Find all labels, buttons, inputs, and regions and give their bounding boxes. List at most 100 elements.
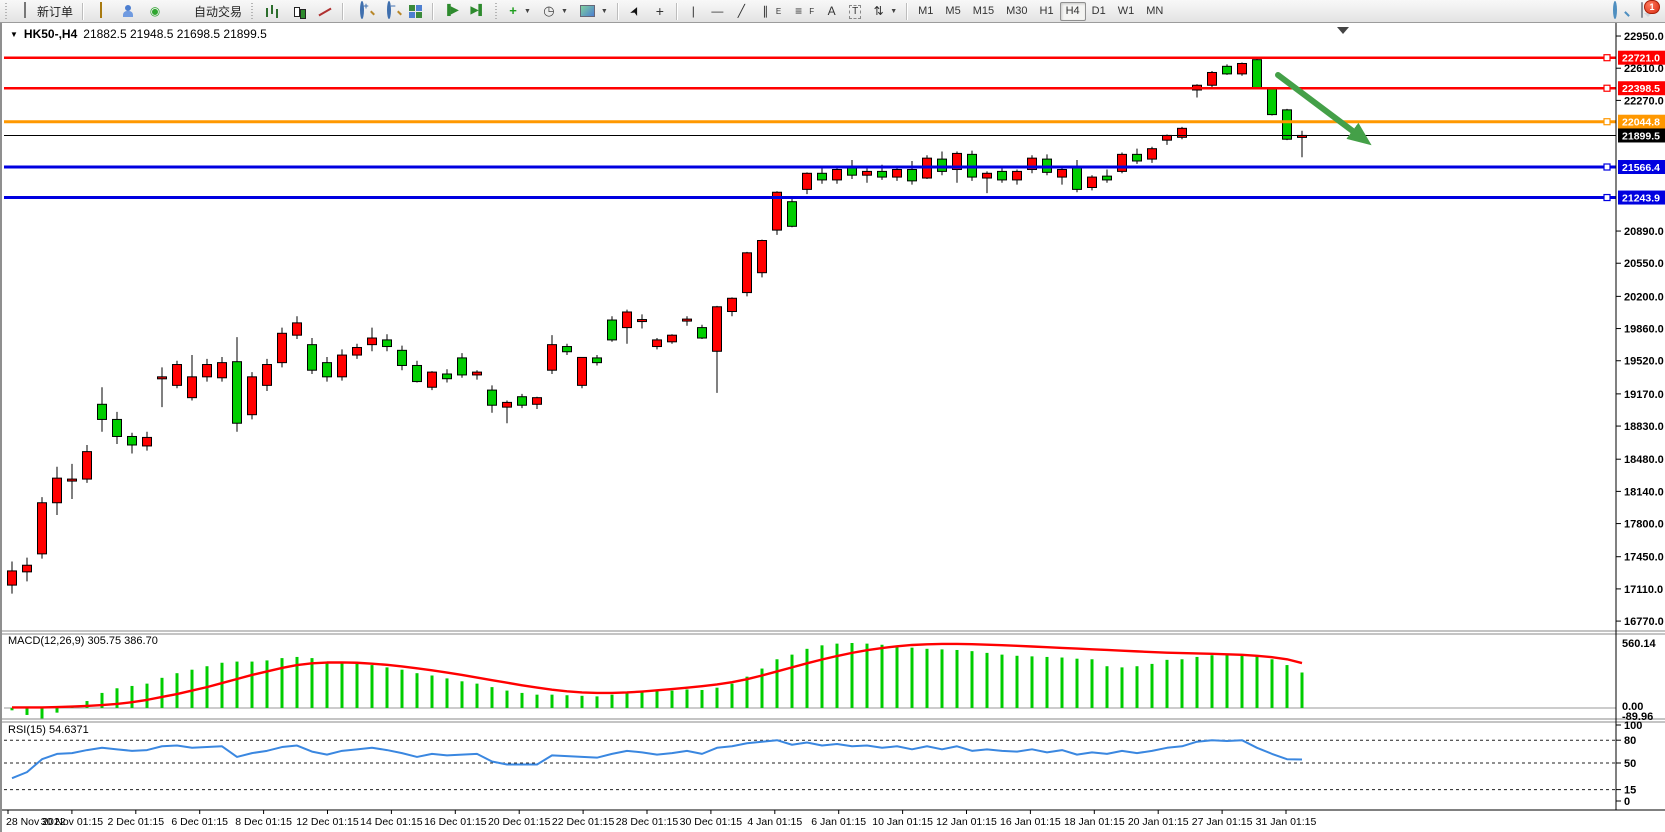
trend-arrow[interactable]	[1275, 72, 1372, 146]
tile-windows-icon	[408, 4, 422, 18]
bar-chart-button[interactable]	[258, 2, 284, 21]
candle-body	[1072, 167, 1082, 190]
new-order-button[interactable]: 新订单	[12, 2, 78, 21]
toolbar-separator	[616, 2, 619, 20]
timeframe-button-M1[interactable]: M1	[912, 2, 939, 21]
price-badge	[1618, 114, 1665, 129]
hline-handle[interactable]	[1603, 54, 1611, 62]
rsi-line	[11, 739, 1303, 780]
chat-bubble-icon	[1641, 2, 1643, 18]
cursor-tool-button[interactable]: ➤	[623, 2, 647, 21]
toolbar-separator	[82, 2, 85, 20]
caret-down-icon: ▼	[600, 7, 608, 15]
zoom-out-button[interactable]: −	[375, 1, 401, 21]
zoom-in-icon: +	[359, 1, 369, 19]
candle-body	[37, 502, 47, 555]
price-tick-label: 20200.0	[1624, 291, 1664, 303]
timeframe-button-M5[interactable]: M5	[939, 2, 966, 21]
candle-body	[772, 191, 782, 231]
equidistant-channel-icon: ∥	[762, 4, 769, 18]
candle-body	[127, 435, 137, 446]
candle-body	[622, 311, 632, 329]
candle-body	[712, 306, 722, 352]
auto-trading-button[interactable]: 自动交易	[169, 2, 247, 21]
candle-body	[877, 170, 887, 178]
tile-windows-button[interactable]	[402, 2, 428, 21]
hline-handle[interactable]	[1603, 84, 1611, 92]
candle-body	[652, 339, 662, 348]
candle-body	[637, 319, 647, 323]
text-label-tool-button[interactable]: T	[844, 2, 866, 21]
toolbar-grip[interactable]	[4, 3, 9, 19]
charts-button[interactable]	[88, 2, 114, 21]
collapse-panel-icon[interactable]: ▼	[10, 29, 18, 39]
notifications-button[interactable]: 1	[1629, 0, 1660, 21]
zoom-in-button[interactable]: +	[348, 1, 374, 21]
line-chart-button[interactable]	[312, 2, 338, 21]
candle-body	[247, 376, 257, 416]
new-order-icon	[24, 2, 26, 18]
timeframe-button-M30[interactable]: M30	[1000, 2, 1033, 21]
horizontal-line-tool-button[interactable]: —	[706, 2, 729, 21]
template-icon	[579, 5, 595, 17]
indicators-button[interactable]: + ▼	[502, 2, 536, 21]
time-tick-label: 14 Dec 01:15	[360, 816, 423, 828]
candle-body	[1117, 153, 1127, 172]
text-tool-button[interactable]: A	[820, 2, 843, 21]
toolbar-grip[interactable]	[250, 3, 256, 19]
candle-body	[952, 152, 962, 171]
price-tick-label: 20890.0	[1624, 226, 1664, 238]
rsi-axis-label: 80	[1624, 735, 1636, 747]
candle-body	[412, 364, 422, 383]
price-tick-label: 17450.0	[1624, 552, 1664, 564]
candle-body	[7, 570, 17, 586]
toolbar-grip[interactable]	[494, 3, 500, 19]
crosshair-tool-button[interactable]: +	[648, 2, 672, 21]
search-button[interactable]	[1602, 1, 1628, 21]
signal-icon: ◉	[149, 4, 161, 18]
candle-body	[1012, 170, 1022, 181]
templates-button[interactable]: ▼	[574, 2, 613, 21]
candle-body	[52, 477, 62, 504]
toolbar-separator	[675, 2, 678, 20]
candlestick-chart-button[interactable]	[285, 2, 311, 21]
chart-symbol: HK50-,H4	[23, 27, 78, 41]
price-tick-label: 18480.0	[1624, 454, 1664, 466]
auto-scroll-button[interactable]: ▐▶	[438, 2, 464, 21]
timeframe-button-H1[interactable]: H1	[1034, 2, 1060, 21]
time-tick-label: 27 Jan 01:15	[1192, 816, 1253, 828]
fibonacci-tool-button[interactable]: ≡ F	[787, 2, 819, 21]
periods-button[interactable]: ◷ ▼	[537, 2, 573, 21]
vertical-line-tool-button[interactable]: |	[682, 2, 705, 21]
gold-chart-icon	[100, 2, 103, 18]
time-tick-label: 16 Jan 01:15	[1000, 816, 1061, 828]
hline-handle[interactable]	[1603, 118, 1611, 126]
hline-handle[interactable]	[1603, 163, 1611, 171]
chart-shift-marker-icon[interactable]	[1337, 27, 1349, 34]
candle-body	[202, 364, 212, 378]
price-axis[interactable]: 22950.0 22610.0 22270.0 20890.0 20550.0 20200…	[1616, 31, 1664, 628]
time-tick-label: 31 Jan 01:15	[1256, 816, 1317, 828]
arrows-tool-button[interactable]: ⇅ ▼	[867, 2, 902, 21]
timeframe-button-W1[interactable]: W1	[1112, 2, 1141, 21]
timeframe-button-M15[interactable]: M15	[967, 2, 1000, 21]
main-toolbar: 新订单 ◉ 自动交易 + − ▐▶ ▶▌ + ▼ ◷ ▼ ▼ ➤ + | — ╱ ∥…	[0, 0, 1665, 23]
timeframe-button-MN[interactable]: MN	[1140, 2, 1169, 21]
hline-handle[interactable]	[1603, 193, 1611, 202]
chart-shift-button[interactable]: ▶▌	[465, 2, 491, 21]
timeframe-button-H4[interactable]: H4	[1059, 1, 1086, 21]
signals-button[interactable]: ◉	[142, 2, 168, 21]
candle-body	[607, 319, 617, 341]
channel-tool-button[interactable]: ∥ E	[754, 2, 786, 21]
time-tick-label: 4 Jan 01:15	[747, 816, 802, 828]
candle-body	[1237, 62, 1247, 75]
chart-canvas[interactable]: 22950.0 22610.0 22270.0 20890.0 20550.0 20200…	[2, 23, 1665, 832]
trendline-tool-button[interactable]: ╱	[730, 2, 753, 21]
timeframe-button-D1[interactable]: D1	[1086, 2, 1112, 21]
macd-histogram	[10, 643, 1304, 719]
price-tick-label: 17800.0	[1624, 519, 1664, 531]
candle-body	[1057, 169, 1067, 178]
profiles-button[interactable]	[115, 2, 141, 21]
